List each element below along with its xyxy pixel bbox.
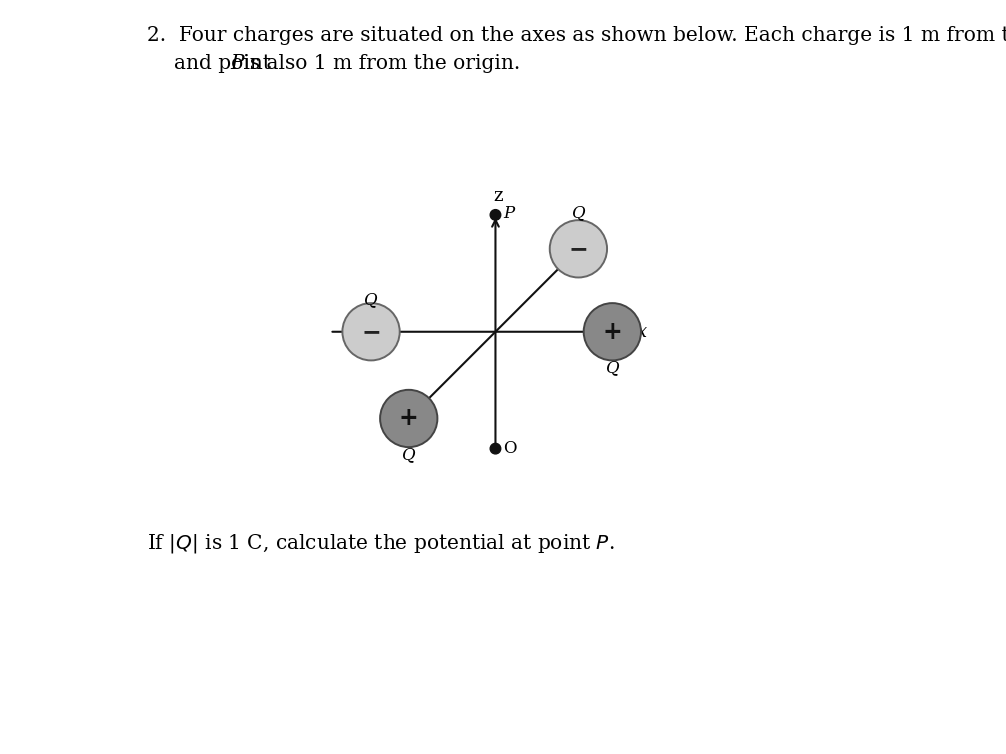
Text: x: x <box>637 323 647 341</box>
Text: Q: Q <box>364 292 378 308</box>
Circle shape <box>549 220 607 277</box>
Text: Q: Q <box>571 204 585 221</box>
Circle shape <box>490 210 501 220</box>
Text: Q: Q <box>606 360 619 376</box>
Circle shape <box>490 443 501 454</box>
Text: −: − <box>568 237 589 261</box>
Text: −: − <box>361 320 381 344</box>
Text: O: O <box>503 440 516 457</box>
Text: +: + <box>398 406 418 431</box>
Circle shape <box>380 390 438 447</box>
Text: z: z <box>494 187 503 205</box>
Circle shape <box>342 303 399 360</box>
Text: +: + <box>603 320 622 344</box>
Text: 2.  Four charges are situated on the axes as shown below. Each charge is 1 m fro: 2. Four charges are situated on the axes… <box>147 26 1006 45</box>
Text: If $|Q|$ is 1 C, calculate the potential at point $P$.: If $|Q|$ is 1 C, calculate the potential… <box>147 532 615 555</box>
Text: P: P <box>503 205 514 222</box>
Text: is also 1 m from the origin.: is also 1 m from the origin. <box>236 54 520 73</box>
Text: Q: Q <box>402 446 415 463</box>
Text: P: P <box>230 54 244 73</box>
Text: y: y <box>578 247 589 265</box>
Text: and point: and point <box>173 54 277 73</box>
Circle shape <box>583 303 641 360</box>
